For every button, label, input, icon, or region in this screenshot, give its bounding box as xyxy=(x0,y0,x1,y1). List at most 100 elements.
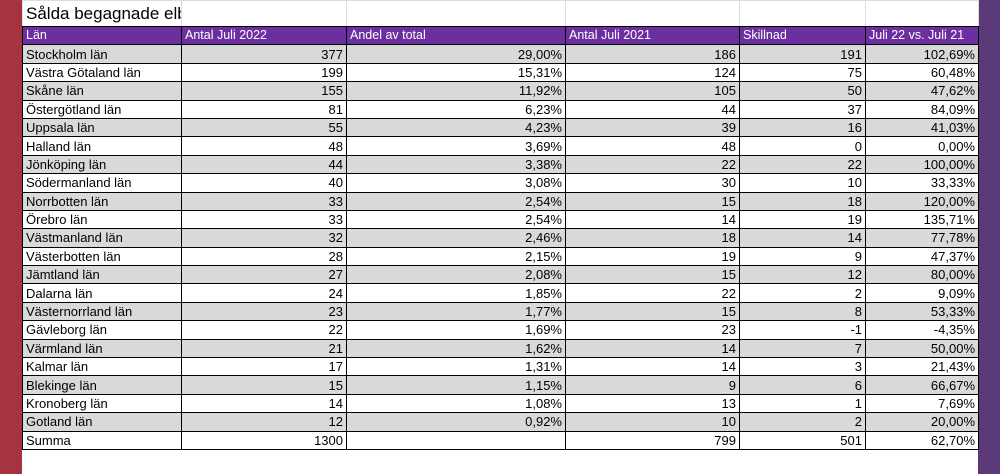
cell: -1 xyxy=(739,320,866,340)
table-row: Uppsala län 55 4,23% 39 16 41,03% xyxy=(22,117,979,138)
table-row: Västmanland län 32 2,46% 18 14 77,78% xyxy=(22,228,979,248)
cell: 13 xyxy=(565,393,740,414)
cell: 28 xyxy=(181,246,347,267)
cell: 77,78% xyxy=(865,228,979,248)
cell: 105 xyxy=(565,81,740,101)
table-row: Gävleborg län 22 1,69% 23 -1 -4,35% xyxy=(22,320,979,340)
sheet: Sålda begagnade elbilar Sverige. LänAnta… xyxy=(22,0,979,474)
row-label: Dalarna län xyxy=(22,283,182,303)
cell: 62,70% xyxy=(865,430,979,450)
cell: 3,08% xyxy=(346,173,566,193)
cell: 11,92% xyxy=(346,81,566,101)
cell: 50 xyxy=(739,81,866,101)
cell: 120,00% xyxy=(865,191,979,211)
cell: 15 xyxy=(565,265,740,285)
cell: 48 xyxy=(565,136,740,156)
cell: 1,85% xyxy=(346,283,566,303)
cell: 1,31% xyxy=(346,357,566,377)
cell: 75 xyxy=(739,62,866,83)
row-label: Kronoberg län xyxy=(22,393,182,414)
cell: 15 xyxy=(565,191,740,211)
cell: 19 xyxy=(739,209,866,230)
row-label: Västmanland län xyxy=(22,228,182,248)
cell: 44 xyxy=(565,99,740,119)
table-row: Dalarna län 24 1,85% 22 2 9,09% xyxy=(22,283,979,303)
cell: 22 xyxy=(565,283,740,303)
cell: 10 xyxy=(565,412,740,432)
cell: 17 xyxy=(181,357,347,377)
cell: 33 xyxy=(181,209,347,230)
cell: 102,69% xyxy=(865,44,979,64)
table-row: Kronoberg län 14 1,08% 13 1 7,69% xyxy=(22,393,979,414)
cell: 80,00% xyxy=(865,265,979,285)
table-row: Norrbotten län 33 2,54% 15 18 120,00% xyxy=(22,191,979,211)
cell: 60,48% xyxy=(865,62,979,83)
cell: 1 xyxy=(739,393,866,414)
row-label: Norrbotten län xyxy=(22,191,182,211)
cell: 19 xyxy=(565,246,740,267)
cell: 40 xyxy=(181,173,347,193)
cell: 9,09% xyxy=(865,283,979,303)
table-row: Västerbotten län 28 2,15% 19 9 47,37% xyxy=(22,246,979,267)
cell: 799 xyxy=(565,430,740,450)
row-label: Jämtland län xyxy=(22,265,182,285)
table-row: Östergötland län 81 6,23% 44 37 84,09% xyxy=(22,99,979,119)
cell: 2 xyxy=(739,283,866,303)
table-row: Blekinge län 15 1,15% 9 6 66,67% xyxy=(22,375,979,395)
row-label: Uppsala län xyxy=(22,117,182,138)
table-row: Södermanland län 40 3,08% 30 10 33,33% xyxy=(22,173,979,193)
cell: 0,92% xyxy=(346,412,566,432)
cell: 23 xyxy=(181,301,347,322)
cell: 15 xyxy=(181,375,347,395)
cell: 2 xyxy=(739,412,866,432)
cell: 14 xyxy=(565,209,740,230)
cell: 135,71% xyxy=(865,209,979,230)
cell: 66,67% xyxy=(865,375,979,395)
cell: 15 xyxy=(565,301,740,322)
cell: 3,38% xyxy=(346,154,566,175)
table-row: Skåne län 155 11,92% 105 50 47,62% xyxy=(22,81,979,101)
cell: 191 xyxy=(739,44,866,64)
cell: 33 xyxy=(181,191,347,211)
cell: 3,69% xyxy=(346,136,566,156)
column-header: Skillnad xyxy=(739,25,866,46)
table-row: Värmland län 21 1,62% 14 7 50,00% xyxy=(22,338,979,359)
column-header: Antal Juli 2021 xyxy=(565,25,740,46)
cell: 10 xyxy=(739,173,866,193)
cell: 20,00% xyxy=(865,412,979,432)
cell: 6,23% xyxy=(346,99,566,119)
header-row: Län Antal Juli 2022 Andel av total Antal Ju… xyxy=(22,25,979,46)
column-header: Juli 22 vs. Juli 21 xyxy=(865,25,979,46)
cell: 21 xyxy=(181,338,347,359)
row-label: Gävleborg län xyxy=(22,320,182,340)
cell: 15,31% xyxy=(346,62,566,83)
cell: 44 xyxy=(181,154,347,175)
cell: 55 xyxy=(181,117,347,138)
cell: 37 xyxy=(739,99,866,119)
cell: 41,03% xyxy=(865,117,979,138)
cell: 124 xyxy=(565,62,740,83)
cell: 8 xyxy=(739,301,866,322)
table-row: Jämtland län 27 2,08% 15 12 80,00% xyxy=(22,265,979,285)
cell: 14 xyxy=(739,228,866,248)
cell: 48 xyxy=(181,136,347,156)
table-row: Summa 1300 799 501 62,70% xyxy=(22,430,979,450)
cell: 14 xyxy=(181,393,347,414)
cell: 47,37% xyxy=(865,246,979,267)
cell: 39 xyxy=(565,117,740,138)
cell: 53,33% xyxy=(865,301,979,322)
cell: 1,62% xyxy=(346,338,566,359)
cell: 24 xyxy=(181,283,347,303)
cell: 1300 xyxy=(181,430,347,450)
row-label: Östergötland län xyxy=(22,99,182,119)
cell: 22 xyxy=(181,320,347,340)
cell: 3 xyxy=(739,357,866,377)
row-label: Västra Götaland län xyxy=(22,62,182,83)
table-row: Kalmar län 17 1,31% 14 3 21,43% xyxy=(22,357,979,377)
cell: 186 xyxy=(565,44,740,64)
cell: 7 xyxy=(739,338,866,359)
cell: 18 xyxy=(739,191,866,211)
column-header: Andel av total xyxy=(346,25,566,46)
row-label: Södermanland län xyxy=(22,173,182,193)
cell: -4,35% xyxy=(865,320,979,340)
